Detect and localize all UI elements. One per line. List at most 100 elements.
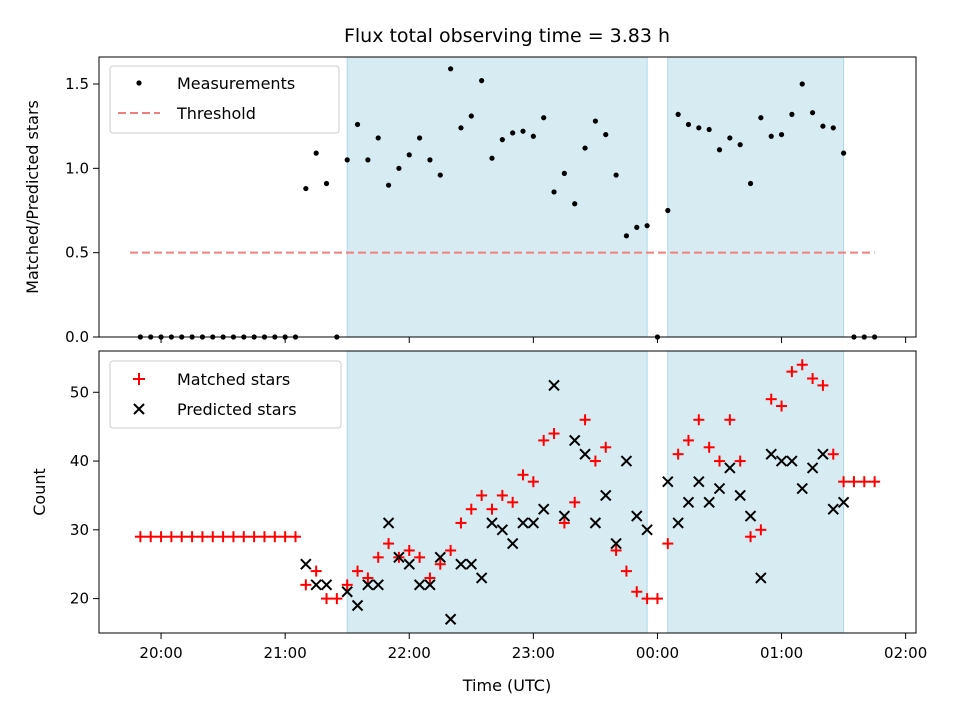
measurement-point: [479, 78, 485, 84]
x-tick-label: 00:00: [636, 644, 679, 662]
bottom-plot-frame: [98, 350, 917, 634]
matched-star-point: [434, 558, 446, 570]
predicted-star-point: [517, 517, 529, 529]
measurement-point: [789, 111, 795, 117]
matched-star-point: [289, 531, 301, 543]
measurement-point: [541, 115, 547, 121]
matched-star-point: [620, 565, 632, 577]
predicted-star-point: [382, 517, 395, 529]
measurement-point: [427, 157, 433, 163]
matched-star-point: [724, 414, 736, 426]
matched-star-point: [838, 476, 850, 488]
predicted-star-point: [569, 434, 581, 447]
predicted-star-point: [589, 517, 602, 529]
top-x-tick-marks: [160, 337, 907, 343]
measurement-point: [365, 157, 371, 163]
matched-star-point: [527, 476, 539, 488]
measurement-point: [458, 125, 464, 131]
matched-star-point: [703, 441, 715, 453]
predicted-star-point: [744, 510, 757, 522]
bottom-legend: Matched stars Predicted stars: [109, 360, 342, 429]
measurement-point: [737, 142, 743, 148]
measurement-point: [375, 135, 381, 141]
measurement-point: [675, 111, 681, 117]
matched-star-point: [476, 489, 488, 501]
measurement-point: [437, 172, 443, 178]
measurement-point: [613, 172, 619, 178]
predicted-star-point: [775, 455, 788, 467]
bottom-y-axis-label: Count: [30, 468, 49, 516]
matched-star-point: [538, 434, 550, 446]
matched-star-point: [186, 531, 198, 543]
measurement-point: [572, 201, 578, 207]
top-legend: Measurements Threshold: [109, 65, 340, 134]
matched-star-point: [455, 517, 467, 529]
measurement-point: [696, 125, 702, 131]
predicted-star-point: [724, 462, 736, 474]
matched-star-point: [372, 551, 384, 563]
measurement-point: [592, 118, 599, 124]
matched-star-point: [383, 538, 395, 550]
y-tick-label: 0.0: [65, 328, 89, 346]
predicted-star-point: [600, 489, 612, 502]
matched-star-point: [548, 428, 560, 440]
count-panel: 20 30 40 50 20:00 21:00 22:00 23:00 00:00 01:00 0…: [30, 350, 927, 695]
matched-star-point: [362, 572, 374, 584]
matched-star-point: [165, 531, 177, 543]
predicted-star-point: [444, 613, 457, 625]
measurement-point: [354, 121, 361, 128]
measurement-point: [685, 121, 692, 128]
matched-star-point: [765, 393, 777, 405]
predicted-star-point: [827, 503, 839, 515]
predicted-star-point: [403, 558, 415, 570]
matched-star-point: [558, 517, 570, 529]
predicted-star-point: [693, 475, 705, 488]
legend-matched-marker: [133, 373, 145, 385]
matched-star-point: [817, 379, 829, 391]
matched-star-point: [486, 503, 498, 515]
observing-span-1: [346, 350, 648, 634]
predicted-star-point: [641, 524, 653, 536]
measurement-point: [623, 233, 630, 239]
observing-span-2: [667, 56, 845, 338]
measurement-point: [489, 155, 495, 161]
measurement-point: [768, 133, 774, 139]
measurement-point: [448, 66, 454, 72]
measurement-point: [758, 115, 764, 121]
matched-star-point: [321, 593, 333, 605]
measurement-point: [499, 137, 505, 143]
matched-star-point: [258, 531, 270, 543]
matched-star-point: [414, 551, 426, 563]
legend-matched-label: Matched stars: [177, 370, 290, 389]
predicted-star-point: [300, 558, 312, 570]
predicted-star-point: [817, 448, 829, 460]
bottom-y-ticks: 20 30 40 50: [70, 383, 99, 608]
matched-star-point: [217, 531, 229, 543]
y-tick-label: 20: [70, 590, 89, 608]
matched-star-point: [807, 373, 819, 385]
matched-star-point: [693, 414, 705, 426]
legend-threshold-label: Threshold: [176, 104, 256, 123]
matched-star-point: [196, 531, 208, 543]
predicted-star-point: [506, 537, 519, 550]
measurement-point: [396, 165, 402, 171]
y-tick-label: 40: [70, 452, 89, 470]
matched-star-point: [279, 531, 291, 543]
predicted-star-point: [662, 475, 674, 488]
observing-span-2: [667, 350, 845, 634]
y-tick-label: 50: [70, 383, 89, 401]
predicted-star-point: [455, 558, 467, 570]
measurement-point: [841, 150, 847, 156]
measurement-point: [716, 147, 723, 153]
matched-star-point: [145, 531, 157, 543]
observing-span-1: [346, 56, 648, 338]
measurement-point: [809, 110, 816, 116]
y-tick-label: 1.0: [65, 159, 89, 177]
measurement-point: [551, 189, 557, 195]
matched-star-point: [248, 531, 260, 543]
top-y-axis-label: Matched/Predicted stars: [23, 100, 42, 294]
measurement-point: [603, 131, 609, 138]
matched-star-point: [517, 469, 529, 481]
legend-predicted-label: Predicted stars: [177, 400, 297, 419]
